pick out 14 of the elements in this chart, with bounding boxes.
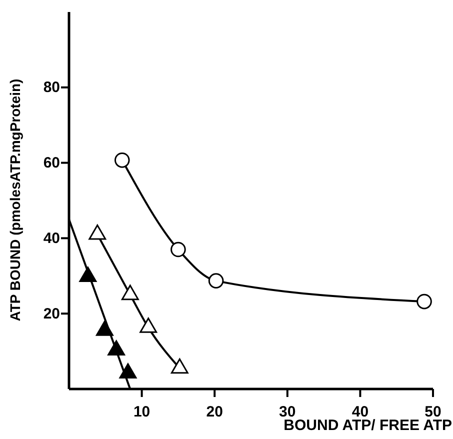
x-tick-label: 20 bbox=[206, 404, 223, 420]
y-tick-label: 20 bbox=[43, 305, 60, 322]
y-tick-label: 80 bbox=[43, 79, 60, 96]
point bbox=[208, 273, 224, 288]
y-axis-title: ATP BOUND (pmolesATP.mgProtein) bbox=[7, 78, 23, 322]
point bbox=[140, 318, 158, 333]
point bbox=[170, 358, 188, 374]
point bbox=[114, 152, 130, 168]
point bbox=[119, 363, 137, 379]
point bbox=[170, 242, 186, 258]
y-tick-label: 40 bbox=[43, 230, 60, 247]
x-tick-label: 10 bbox=[133, 404, 150, 420]
y-tick-label: 60 bbox=[43, 154, 60, 172]
point bbox=[121, 284, 139, 300]
